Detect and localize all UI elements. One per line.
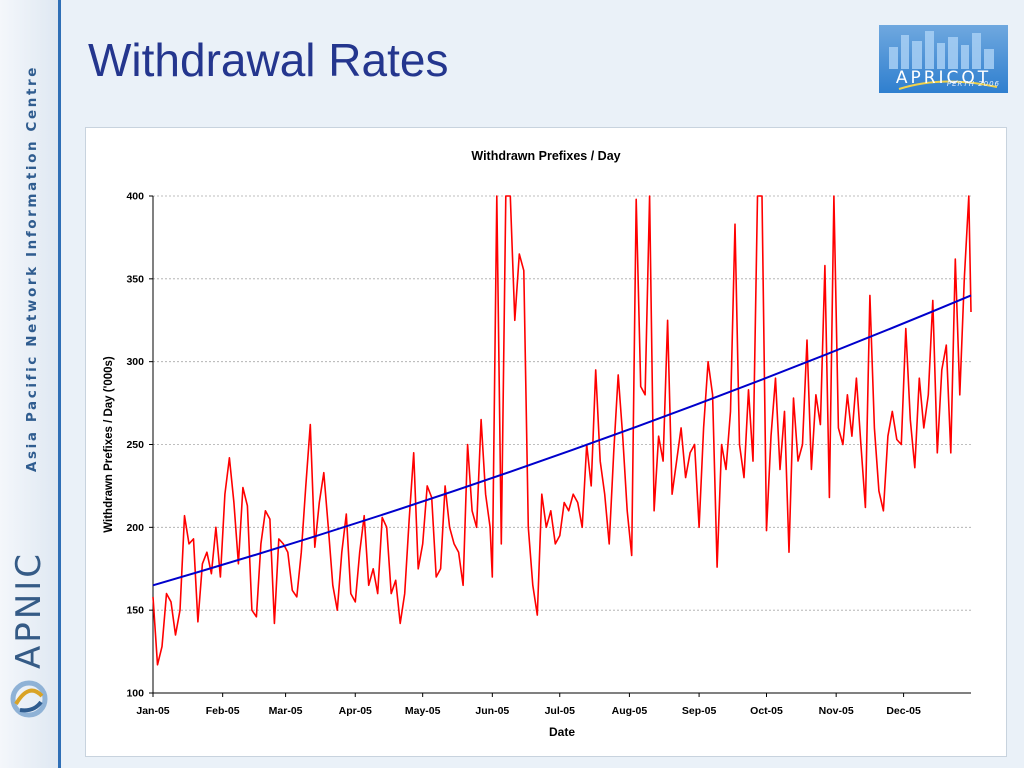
page-title: Withdrawal Rates bbox=[88, 34, 449, 86]
line-chart: 100 150 200 250 300 350 400 Jan-05 Feb-05 Mar-05… bbox=[103, 149, 972, 739]
y-tick-label: 400 bbox=[126, 191, 144, 203]
x-tick-label: Oct-05 bbox=[750, 705, 783, 717]
city-skyline-icon bbox=[889, 31, 998, 90]
x-tick-label: May-05 bbox=[405, 705, 441, 717]
apricot-logo: APRICOT PERTH 2006 bbox=[879, 25, 1008, 93]
chart-panel: 100 150 200 250 300 350 400 Jan-05 Feb-05 Mar-05… bbox=[85, 127, 1007, 757]
y-tick-label: 150 bbox=[126, 605, 144, 617]
y-tick-label: 250 bbox=[126, 439, 144, 451]
y-tick-labels: 100 150 200 250 300 350 400 bbox=[126, 191, 153, 700]
x-tick-label: Jan-05 bbox=[136, 705, 169, 717]
withdrawn-prefixes-line bbox=[152, 195, 972, 666]
y-axis-label: Withdrawn Prefixes / Day ('000s) bbox=[103, 356, 115, 533]
series bbox=[152, 195, 972, 666]
x-tick-label: Aug-05 bbox=[612, 705, 648, 717]
apnic-logo-text: APNIC bbox=[9, 551, 49, 669]
y-tick-label: 350 bbox=[126, 273, 144, 285]
chart-title: Withdrawn Prefixes / Day bbox=[471, 149, 620, 163]
x-tick-label: Mar-05 bbox=[269, 705, 303, 717]
logo-text: APRICOT bbox=[895, 68, 992, 88]
x-tick-labels: Jan-05 Feb-05 Mar-05 Apr-05 May-05 Jun-05 Jul-… bbox=[136, 693, 921, 717]
y-tick-label: 200 bbox=[126, 522, 144, 534]
organization-name: Asia Pacific Network Information Centre bbox=[24, 64, 40, 472]
x-tick-label: Jul-05 bbox=[545, 705, 576, 717]
sidebar bbox=[0, 0, 58, 768]
x-tick-label: Nov-05 bbox=[819, 705, 854, 717]
trend-line bbox=[152, 294, 972, 587]
x-tick-label: Jun-05 bbox=[475, 705, 509, 717]
x-tick-label: Dec-05 bbox=[886, 705, 921, 717]
x-axis-label: Date bbox=[549, 725, 575, 739]
y-tick-label: 300 bbox=[126, 356, 144, 368]
sidebar-divider bbox=[58, 0, 61, 768]
y-tick-label: 100 bbox=[126, 688, 144, 700]
x-tick-label: Feb-05 bbox=[206, 705, 240, 717]
x-tick-label: Sep-05 bbox=[682, 705, 717, 717]
logo-subtext: PERTH 2006 bbox=[946, 80, 1000, 88]
apnic-swirl-icon bbox=[10, 680, 48, 718]
grid-lines bbox=[153, 195, 971, 611]
x-tick-label: Apr-05 bbox=[339, 705, 372, 717]
